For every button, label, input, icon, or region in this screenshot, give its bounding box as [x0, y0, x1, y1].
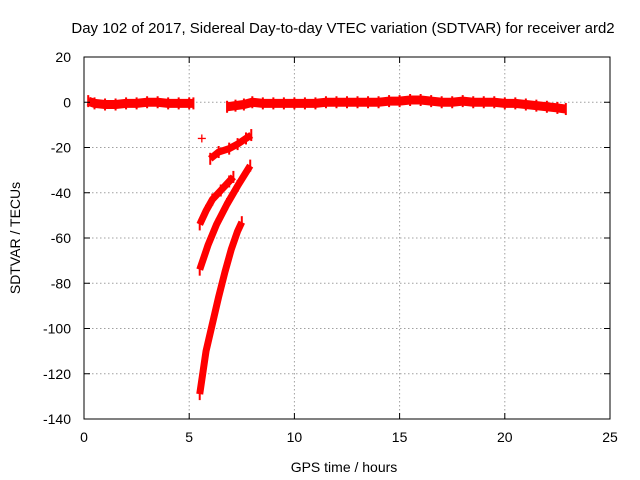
x-tick-label: 20: [497, 429, 513, 445]
series-layer: [86, 93, 567, 401]
series-line: [86, 96, 194, 110]
ticks: [83, 56, 611, 420]
x-tick-label: 5: [185, 429, 193, 445]
x-tick-label: 25: [602, 429, 618, 445]
y-tick-label: -60: [51, 230, 71, 246]
y-tick-label: -120: [43, 366, 71, 382]
y-tick-label: -20: [51, 140, 71, 156]
y-tick-label: -140: [43, 411, 71, 427]
y-tick-label: -80: [51, 275, 71, 291]
series-arc-5: [196, 216, 245, 401]
series-arc-3: [196, 170, 236, 231]
x-tick-labels: 0 5 10 15 20 25: [80, 429, 618, 445]
series-line: [196, 163, 254, 271]
x-tick-label: 10: [287, 429, 303, 445]
series-line: [196, 220, 245, 395]
grid: [84, 57, 610, 419]
y-tick-label: 20: [55, 49, 71, 65]
y-tick-label: -40: [51, 185, 71, 201]
series-arc-4: [196, 159, 254, 276]
series-baseline: [86, 93, 567, 116]
chart-title: Day 102 of 2017, Sidereal Day-to-day VTE…: [71, 20, 614, 37]
x-tick-label: 0: [80, 429, 88, 445]
y-axis-label: SDTVAR / TECUs: [7, 182, 23, 294]
series-line: [226, 95, 567, 114]
y-tick-label: 0: [63, 94, 71, 110]
plot-frame: [83, 56, 611, 420]
series-arc-2: [208, 129, 254, 165]
x-tick-label: 15: [392, 429, 408, 445]
y-tick-labels: 20 0 -20 -40 -60 -80 -100 -120 -140: [43, 49, 71, 427]
y-tick-label: -100: [43, 321, 71, 337]
series-arc-1: [197, 134, 206, 143]
x-axis-label: GPS time / hours: [291, 459, 398, 475]
